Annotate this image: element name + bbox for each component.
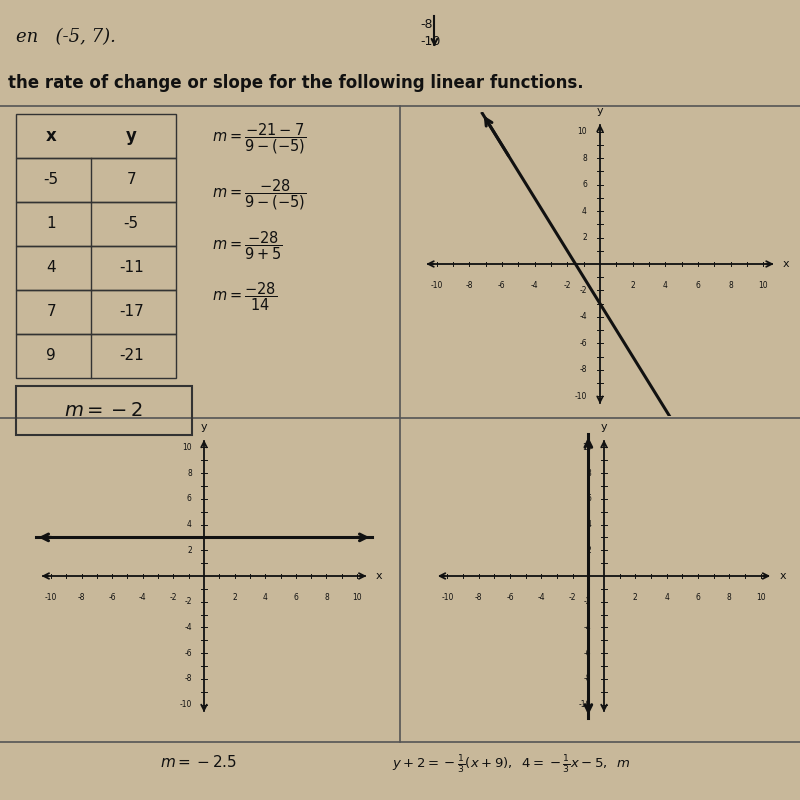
Bar [16, 334, 176, 378]
Text: -8: -8 [420, 18, 433, 30]
Text: -10: -10 [574, 392, 587, 401]
Text: 4: 4 [187, 520, 192, 529]
Text: 6: 6 [586, 494, 591, 503]
Text: -6: -6 [506, 593, 514, 602]
Bar [16, 246, 176, 290]
Text: 2: 2 [586, 546, 591, 554]
Text: 10: 10 [182, 443, 192, 452]
Text: 6: 6 [696, 281, 701, 290]
Text: 8: 8 [324, 593, 329, 602]
Text: 6: 6 [187, 494, 192, 503]
Text: 2: 2 [630, 281, 635, 290]
Text: -6: -6 [579, 339, 587, 348]
Text: -10: -10 [430, 281, 442, 290]
Text: 2: 2 [633, 593, 638, 602]
Text: 10: 10 [756, 593, 766, 602]
Text: 8: 8 [187, 469, 192, 478]
Text: -2: -2 [584, 598, 591, 606]
Bar [16, 202, 176, 246]
Text: -6: -6 [184, 649, 192, 658]
Text: 4: 4 [664, 593, 669, 602]
Text: -8: -8 [579, 366, 587, 374]
Text: -8: -8 [584, 674, 591, 683]
Text: y: y [201, 422, 207, 432]
Text: -8: -8 [475, 593, 482, 602]
Text: 2: 2 [582, 233, 587, 242]
Text: 4: 4 [663, 281, 668, 290]
Text: x: x [375, 571, 382, 581]
Text: $m = \dfrac{-28}{9+5}$: $m = \dfrac{-28}{9+5}$ [212, 230, 282, 262]
Text: -2: -2 [563, 281, 571, 290]
Text: 4: 4 [46, 260, 56, 275]
Text: -2: -2 [569, 593, 577, 602]
Text: -6: -6 [108, 593, 116, 602]
Bar [16, 158, 176, 202]
Text: -11: -11 [119, 260, 143, 275]
Text: 10: 10 [582, 443, 591, 452]
Text: 10: 10 [758, 281, 768, 290]
Text: -10: -10 [579, 700, 591, 709]
Text: x: x [46, 126, 57, 145]
Text: -8: -8 [466, 281, 473, 290]
Text: 6: 6 [294, 593, 298, 602]
Text: the rate of change or slope for the following linear functions.: the rate of change or slope for the foll… [8, 74, 584, 92]
Text: $m = -2.5$: $m = -2.5$ [160, 754, 237, 770]
Text: $y + 2 = -\frac{1}{3}(x + 9), \;\; 4 = -\frac{1}{3}x - 5, \;\; m$: $y + 2 = -\frac{1}{3}(x + 9), \;\; 4 = -… [392, 754, 630, 776]
Bar [16, 290, 176, 334]
Text: $m = \dfrac{-21-7}{9-(-5)}$: $m = \dfrac{-21-7}{9-(-5)}$ [212, 122, 306, 156]
Text: -10: -10 [179, 700, 192, 709]
Text: 4: 4 [582, 206, 587, 216]
Text: -17: -17 [119, 304, 143, 319]
Text: -21: -21 [119, 348, 143, 363]
Text: 2: 2 [232, 593, 237, 602]
Text: -5: -5 [44, 172, 58, 187]
Text: y: y [601, 422, 607, 432]
Text: -2: -2 [170, 593, 177, 602]
Text: $m = \dfrac{-28}{9-(-5)}$: $m = \dfrac{-28}{9-(-5)}$ [212, 178, 306, 212]
Text: -2: -2 [184, 598, 192, 606]
Text: -4: -4 [579, 312, 587, 322]
Text: 4: 4 [586, 520, 591, 529]
Text: en   (-5, 7).: en (-5, 7). [16, 28, 116, 46]
Text: -8: -8 [78, 593, 86, 602]
Text: 9: 9 [46, 348, 56, 363]
Text: y: y [126, 126, 137, 145]
Text: -4: -4 [530, 281, 538, 290]
Bar [16, 386, 192, 435]
Text: 10: 10 [578, 127, 587, 136]
Text: 10: 10 [352, 593, 362, 602]
Text: -10: -10 [45, 593, 57, 602]
Text: 8: 8 [582, 154, 587, 162]
Text: 8: 8 [586, 469, 591, 478]
Text: -2: -2 [579, 286, 587, 295]
Text: 2: 2 [187, 546, 192, 554]
Text: 6: 6 [582, 180, 587, 189]
Text: 8: 8 [727, 593, 731, 602]
Text: -4: -4 [538, 593, 546, 602]
Text: x: x [779, 571, 786, 581]
Text: -10: -10 [442, 593, 454, 602]
Text: 7: 7 [46, 304, 56, 319]
Text: -5: -5 [124, 216, 138, 231]
Text: 8: 8 [729, 281, 733, 290]
Text: $m = -2$: $m = -2$ [64, 401, 144, 420]
Text: 4: 4 [262, 593, 268, 602]
Text: -6: -6 [498, 281, 506, 290]
Text: -4: -4 [184, 623, 192, 632]
Text: 6: 6 [695, 593, 700, 602]
Text: -8: -8 [184, 674, 192, 683]
Text: -6: -6 [584, 649, 591, 658]
Text: -10: -10 [420, 35, 440, 48]
Text: x: x [783, 259, 790, 269]
Text: y: y [597, 106, 603, 116]
Text: -4: -4 [584, 623, 591, 632]
Text: $m = \dfrac{-28}{14}$: $m = \dfrac{-28}{14}$ [212, 280, 277, 313]
Text: 1: 1 [46, 216, 56, 231]
Text: 7: 7 [126, 172, 136, 187]
Bar [16, 114, 176, 158]
Text: -4: -4 [139, 593, 146, 602]
